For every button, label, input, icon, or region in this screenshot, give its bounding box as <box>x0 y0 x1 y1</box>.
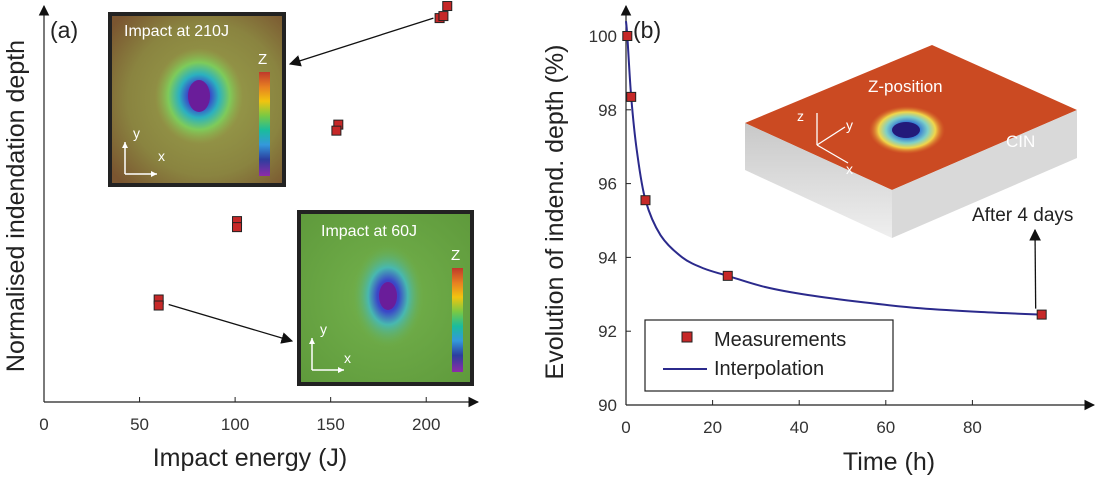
axis-b-y-tick-label: 96 <box>598 175 617 194</box>
axis-b-y-tick-label: 100 <box>589 27 617 46</box>
axis-a-x-ticks: 0 50 100 150 200 <box>39 397 440 434</box>
data-point <box>622 31 633 41</box>
arrow-to-inset-60j <box>168 303 294 344</box>
inset-3d-surface: Z-position CIN z y x <box>745 45 1077 238</box>
axis-a-y-title: Normalised indendation depth <box>2 40 30 372</box>
inset-60j-axis-y: y <box>320 321 327 337</box>
axis-b-x-ticks: 0 20 40 60 80 <box>621 400 982 437</box>
inset-3d-z-position-label: Z-position <box>868 77 943 96</box>
axis-a-x-tick-label: 0 <box>39 415 48 434</box>
data-point <box>331 125 342 136</box>
annotation-after-4-days: After 4 days <box>972 205 1073 226</box>
panel-a-annotation-arrows <box>168 17 434 344</box>
axis-a-x-tick-label: 50 <box>130 415 149 434</box>
axis-b-y-tick-label: 94 <box>598 248 617 267</box>
data-point <box>442 1 453 12</box>
inset-3d-axis-z: z <box>797 108 804 124</box>
inset-60j-color-scale <box>452 268 463 372</box>
data-point <box>438 11 449 22</box>
data-point <box>153 300 164 311</box>
legend: Measurements Interpolation <box>644 319 894 392</box>
axis-b-y-title: Evolution of indend. depth (%) <box>541 45 569 380</box>
arrow-to-inset-210j <box>288 17 434 67</box>
axis-b-y-tick-label: 90 <box>598 396 617 415</box>
inset-impact-210j: Impact at 210J Z y x <box>108 12 286 187</box>
axis-b-y-tick-label: 92 <box>598 322 617 341</box>
inset-60j-axis-x: x <box>344 350 351 366</box>
inset-3d-axis-y: y <box>846 117 853 133</box>
inset-210j-z-label: Z <box>258 51 267 68</box>
data-point <box>626 91 637 102</box>
axis-b-x-tick-label: 20 <box>703 418 722 437</box>
axis-b-x-tick-label: 80 <box>963 418 982 437</box>
data-point <box>640 195 651 206</box>
arrow-after-4-days <box>1029 228 1041 309</box>
axis-b-x-tick-label: 0 <box>621 418 630 437</box>
inset-210j-axis-y: y <box>133 125 140 141</box>
panel-a-data-points <box>153 1 453 311</box>
data-point <box>232 222 243 233</box>
inset-210j-color-scale <box>259 72 270 176</box>
panel-a-label: (a) <box>50 17 78 43</box>
data-point <box>722 270 733 281</box>
inset-3d-cin-label: CIN <box>1006 132 1035 151</box>
legend-entry-interpolation: Interpolation <box>714 358 824 380</box>
axis-b-x-tick-label: 60 <box>876 418 895 437</box>
legend-marker-measurements <box>681 331 693 343</box>
panel-a: 0 50 100 150 200 (a) Impact energy (J) Norma… <box>2 1 480 472</box>
panel-b-annotation-arrows <box>1029 228 1041 309</box>
inset-210j-title: Impact at 210J <box>124 23 229 40</box>
legend-entry-measurements: Measurements <box>714 329 846 351</box>
panel-b: 0 20 40 60 80 90 92 94 96 98 100 (b) Time (h) Evo… <box>541 4 1096 476</box>
inset-impact-60j: Impact at 60J Z y x <box>297 210 474 386</box>
axis-a-x-tick-label: 100 <box>221 415 249 434</box>
axis-a-x-tick-label: 150 <box>316 415 344 434</box>
axis-b-y-ticks: 90 92 94 96 98 100 <box>589 27 631 415</box>
inset-60j-z-label: Z <box>451 247 460 264</box>
axis-b-y-tick-label: 98 <box>598 101 617 120</box>
interpolation-curve <box>625 21 1042 316</box>
axis-b-x-title: Time (h) <box>843 448 935 476</box>
inset-60j-title: Impact at 60J <box>321 223 417 240</box>
axis-a-x-tick-label: 200 <box>412 415 440 434</box>
data-point <box>1036 309 1047 320</box>
panel-b-label: (b) <box>633 17 661 43</box>
inset-3d-axis-x: x <box>846 161 853 177</box>
axis-a-x-title: Impact energy (J) <box>153 444 348 472</box>
panel-b-data-points <box>622 31 1047 320</box>
inset-210j-axis-x: x <box>158 148 165 164</box>
axis-b-x-tick-label: 40 <box>790 418 809 437</box>
